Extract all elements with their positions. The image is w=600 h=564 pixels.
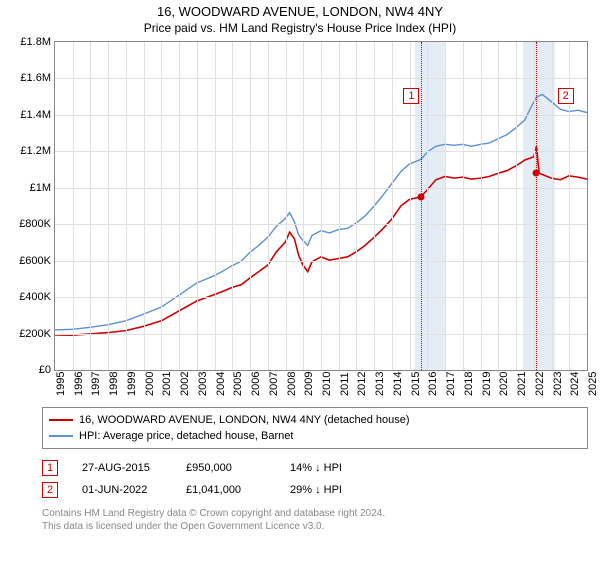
x-axis-label: 2023 (552, 372, 564, 396)
series-marker-dot (533, 170, 540, 177)
x-axis-label: 2012 (356, 372, 368, 396)
x-axis-label: 1996 (73, 372, 85, 396)
x-axis-label: 2018 (463, 372, 475, 396)
x-axis-label: 2019 (481, 372, 493, 396)
x-axis-label: 1999 (126, 372, 138, 396)
marker-label-box: 1 (403, 88, 419, 104)
transaction-marker-2: 2 (42, 482, 58, 498)
gridline-v (179, 42, 180, 370)
x-axis-label: 2000 (144, 372, 156, 396)
x-axis-label: 2021 (516, 372, 528, 396)
y-axis-label: £1.8M (20, 36, 51, 48)
gridline-v (498, 42, 499, 370)
gridline-v (286, 42, 287, 370)
x-axis-label: 1995 (55, 372, 67, 396)
transaction-row-2: 2 01-JUN-2022 £1,041,000 29% ↓ HPI (42, 479, 588, 501)
y-axis-label: £1.2M (20, 145, 51, 157)
gridline-v (90, 42, 91, 370)
x-axis-label: 2002 (179, 372, 191, 396)
transaction-date-1: 27-AUG-2015 (82, 462, 162, 474)
x-axis-label: 2011 (339, 372, 351, 396)
gridline-v (534, 42, 535, 370)
x-axis-label: 1998 (108, 372, 120, 396)
y-axis-label: £1.4M (20, 109, 51, 121)
gridline-v (339, 42, 340, 370)
x-axis-label: 2015 (410, 372, 422, 396)
transaction-price-2: £1,041,000 (186, 484, 266, 496)
x-axis-label: 2024 (569, 372, 581, 396)
legend-label-1: 16, WOODWARD AVENUE, LONDON, NW4 4NY (de… (79, 414, 410, 426)
transaction-diff-2: 29% ↓ HPI (290, 484, 370, 496)
transaction-diff-1: 14% ↓ HPI (290, 462, 370, 474)
transaction-price-1: £950,000 (186, 462, 266, 474)
page-container: 16, WOODWARD AVENUE, LONDON, NW4 4NY Pri… (0, 4, 600, 564)
x-axis-label: 2022 (534, 372, 546, 396)
gridline-v (321, 42, 322, 370)
legend-swatch-2 (49, 435, 73, 437)
x-axis-label: 2025 (587, 372, 599, 396)
legend-row-1: 16, WOODWARD AVENUE, LONDON, NW4 4NY (de… (49, 412, 581, 428)
gridline-v (481, 42, 482, 370)
x-axis-label: 2017 (445, 372, 457, 396)
gridline-v (197, 42, 198, 370)
x-axis-label: 2004 (215, 372, 227, 396)
y-axis-label: £0 (39, 364, 51, 376)
chart-plot-area: £0£200K£400K£600K£800K£1M£1.2M£1.4M£1.6M… (54, 41, 588, 371)
x-axis-label: 2014 (392, 372, 404, 396)
gridline-v (126, 42, 127, 370)
transaction-date-2: 01-JUN-2022 (82, 484, 162, 496)
x-axis-label: 2003 (197, 372, 209, 396)
x-axis-label: 2001 (161, 372, 173, 396)
gridline-v (108, 42, 109, 370)
transaction-row-1: 1 27-AUG-2015 £950,000 14% ↓ HPI (42, 457, 588, 479)
x-axis-label: 2013 (374, 372, 386, 396)
x-axis-label: 2006 (250, 372, 262, 396)
x-axis-label: 2020 (498, 372, 510, 396)
marker-line (421, 42, 422, 370)
gridline-v (427, 42, 428, 370)
transactions-table: 1 27-AUG-2015 £950,000 14% ↓ HPI 2 01-JU… (42, 457, 588, 501)
legend-row-2: HPI: Average price, detached house, Barn… (49, 428, 581, 444)
footer-attribution: Contains HM Land Registry data © Crown c… (42, 507, 600, 533)
gridline-v (232, 42, 233, 370)
gridline-v (374, 42, 375, 370)
legend-swatch-1 (49, 419, 73, 421)
x-axis-label: 2010 (321, 372, 333, 396)
y-axis-label: £600K (19, 255, 51, 267)
gridline-v (392, 42, 393, 370)
marker-label-box: 2 (558, 88, 574, 104)
x-axis-label: 2005 (232, 372, 244, 396)
y-axis-label: £400K (19, 291, 51, 303)
gridline-v (516, 42, 517, 370)
x-axis-label: 2016 (427, 372, 439, 396)
chart-subtitle: Price paid vs. HM Land Registry's House … (0, 21, 600, 35)
x-axis-label: 2009 (303, 372, 315, 396)
gridline-v (215, 42, 216, 370)
marker-line (536, 42, 537, 370)
x-axis-label: 1997 (90, 372, 102, 396)
gridline-v (144, 42, 145, 370)
y-axis-label: £1M (30, 182, 51, 194)
gridline-v (356, 42, 357, 370)
transaction-marker-1: 1 (42, 460, 58, 476)
x-axis-label: 2007 (268, 372, 280, 396)
chart-legend: 16, WOODWARD AVENUE, LONDON, NW4 4NY (de… (42, 407, 588, 449)
gridline-v (303, 42, 304, 370)
gridline-v (250, 42, 251, 370)
footer-line-1: Contains HM Land Registry data © Crown c… (42, 507, 600, 520)
gridline-v (463, 42, 464, 370)
y-axis-label: £800K (19, 218, 51, 230)
chart-title: 16, WOODWARD AVENUE, LONDON, NW4 4NY (0, 4, 600, 19)
y-axis-label: £200K (19, 328, 51, 340)
gridline-v (268, 42, 269, 370)
legend-label-2: HPI: Average price, detached house, Barn… (79, 430, 293, 442)
x-axis-label: 2008 (286, 372, 298, 396)
gridline-v (445, 42, 446, 370)
series-marker-dot (418, 193, 425, 200)
y-axis-label: £1.6M (20, 72, 51, 84)
gridline-v (552, 42, 553, 370)
gridline-v (161, 42, 162, 370)
gridline-v (73, 42, 74, 370)
footer-line-2: This data is licensed under the Open Gov… (42, 520, 600, 533)
